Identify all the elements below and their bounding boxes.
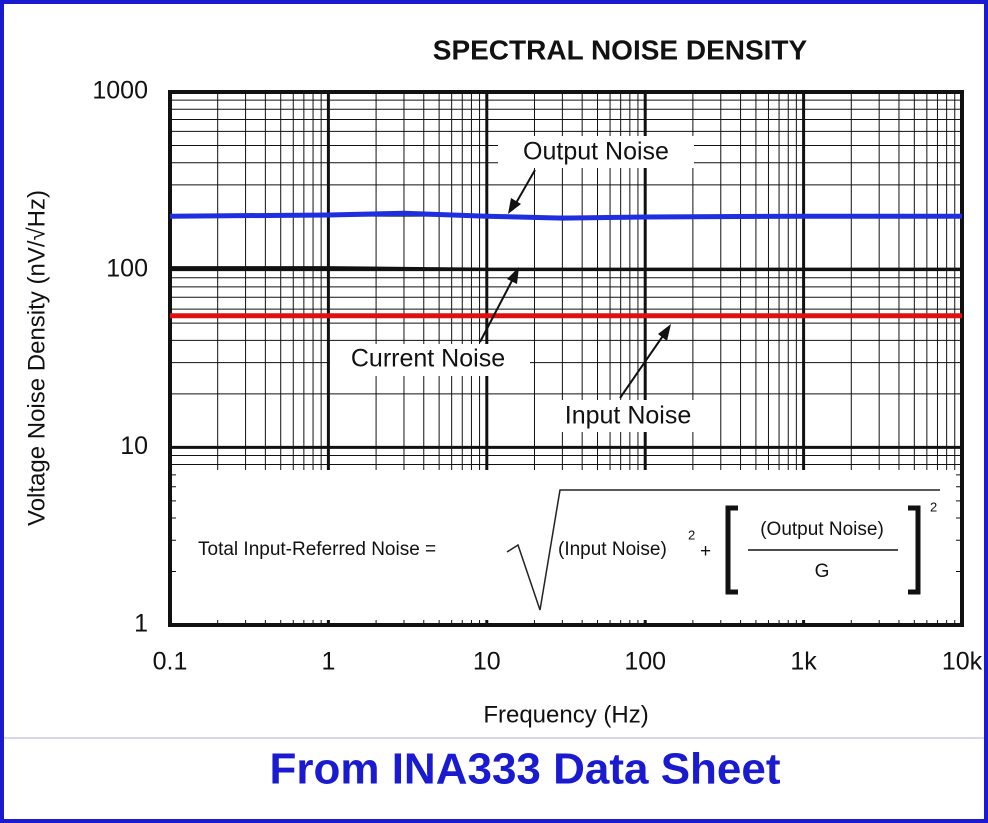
x-tick-label: 100 — [624, 648, 666, 676]
annotation: Input Noise — [565, 402, 691, 430]
x-tick-label: 10k — [942, 648, 983, 676]
arrow-head — [658, 324, 671, 341]
x-tick-label: 0.1 — [153, 648, 188, 676]
arrow-head — [508, 198, 521, 214]
formula-box — [176, 470, 956, 620]
bracket-left — [725, 505, 738, 595]
y-axis-label: Voltage Noise Density (nV/√Hz) — [23, 190, 50, 526]
x-tick-label: 10 — [473, 648, 501, 676]
y-tick-label: 100 — [106, 254, 148, 282]
arrow — [479, 272, 517, 343]
formula-plus: + — [700, 541, 711, 562]
formula-exp1: 2 — [688, 527, 695, 542]
y-tick-label: 1 — [134, 610, 148, 638]
formula-denominator: G — [815, 561, 830, 582]
x-axis-label: Frequency (Hz) — [483, 701, 648, 728]
sqrt-sign — [506, 489, 940, 611]
formula-exp2: 2 — [930, 499, 937, 514]
formula-numerator: (Output Noise) — [760, 519, 884, 540]
formula-term1: (Input Noise) — [558, 539, 667, 560]
y-tick-label: 1000 — [92, 77, 148, 105]
bracket-right — [908, 505, 921, 595]
y-tick-label: 10 — [120, 432, 148, 460]
series-line — [170, 266, 962, 271]
annotation: Current Noise — [351, 345, 505, 373]
arrow-head — [507, 267, 519, 284]
arrow — [619, 329, 668, 399]
footer: From INA333 Data Sheet — [269, 745, 780, 794]
x-tick-label: 1 — [321, 648, 335, 676]
annotation: Output Noise — [523, 138, 669, 166]
label-bg — [548, 400, 708, 432]
series-line — [169, 210, 962, 221]
overlay: Total Input-Referred Noise = (Input Nois… — [176, 136, 956, 620]
chart-title: SPECTRAL NOISE DENSITY — [433, 34, 808, 65]
plot-border — [168, 90, 964, 627]
label-bg — [330, 344, 530, 376]
formula-lhs: Total Input-Referred Noise = — [198, 539, 436, 560]
x-tick-label: 1k — [790, 648, 817, 676]
label-bg — [498, 136, 694, 168]
